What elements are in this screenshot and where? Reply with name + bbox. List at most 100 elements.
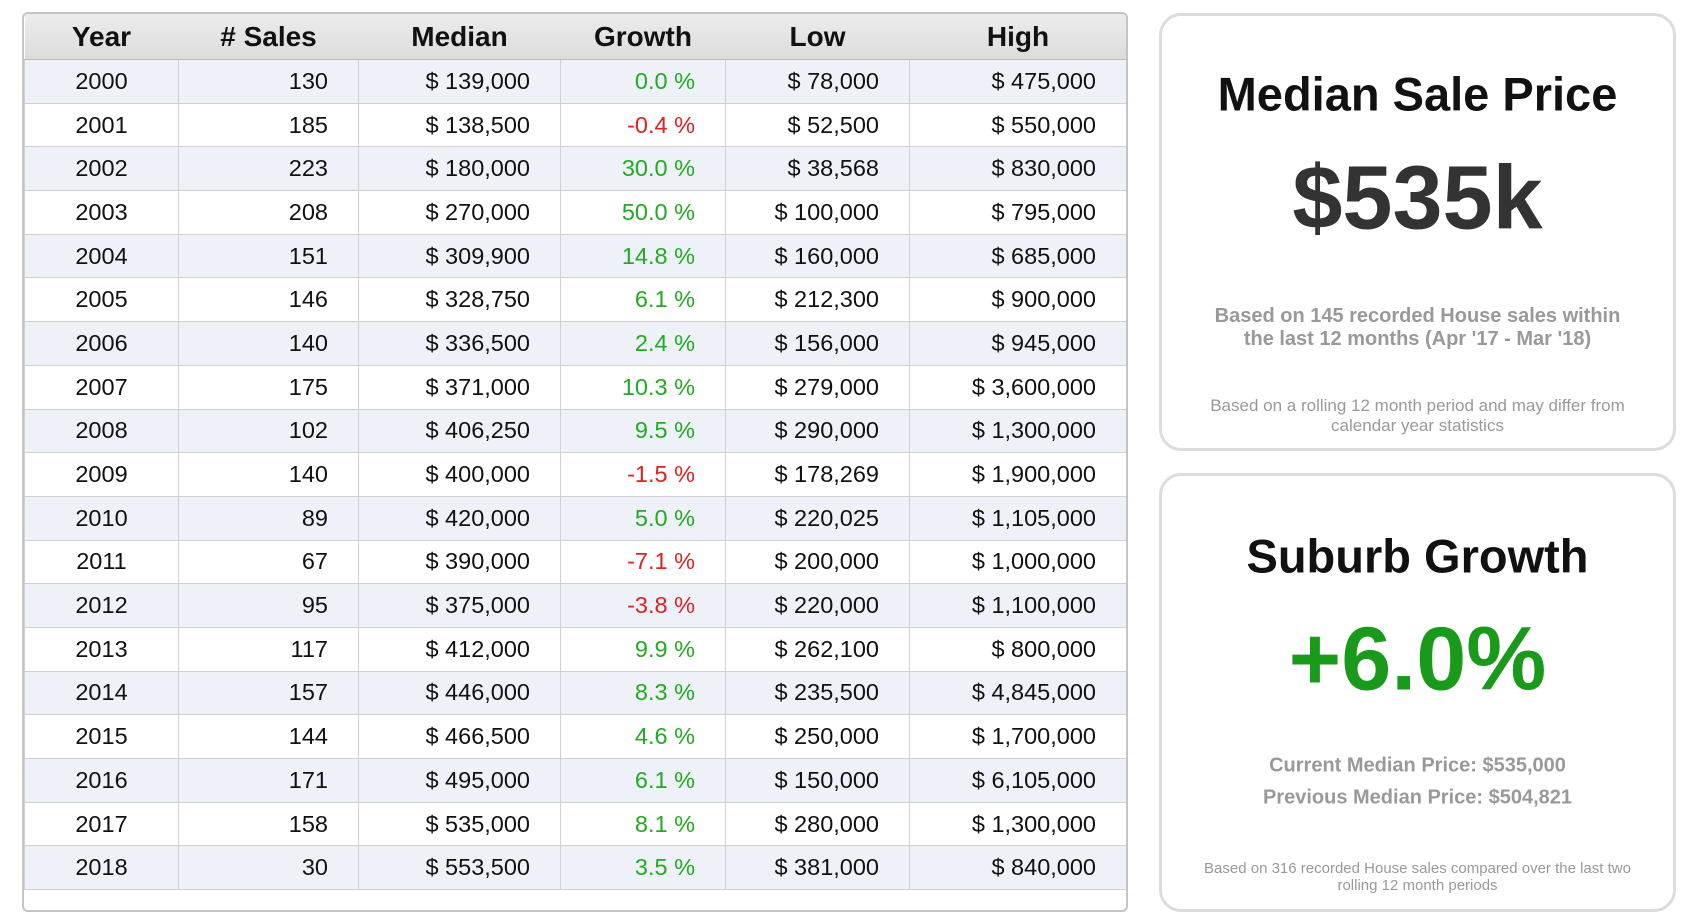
table-cell: 5.0 %	[560, 496, 726, 541]
table-row: 2016 171 $ 495,000 6.1 % $ 150,000 $ 6,105,00…	[24, 758, 1126, 803]
table-row: 2003 208 $ 270,000 50.0 % $ 100,000 $ 795,000	[24, 190, 1126, 235]
column-header: Median	[358, 14, 561, 60]
card-title: Median Sale Price	[1217, 67, 1618, 121]
table-cell: $ 830,000	[909, 146, 1126, 192]
table-cell: 2.4 %	[560, 321, 726, 366]
card-title: Suburb Growth	[1246, 529, 1589, 583]
table-cell: 2005	[24, 277, 179, 323]
table-cell: $ 412,000	[358, 627, 561, 672]
table-cell: $ 685,000	[909, 234, 1126, 279]
table-cell: 0.0 %	[560, 59, 726, 104]
table-row: 2005 146 $ 328,750 6.1 % $ 212,300 $ 900,000	[24, 277, 1126, 323]
table-cell: $ 371,000	[358, 365, 561, 410]
table-cell: $ 160,000	[725, 234, 910, 279]
table-cell: 2011	[24, 540, 179, 585]
table-cell: 208	[178, 190, 359, 235]
table-cell: $ 390,000	[358, 540, 561, 585]
table-cell: $ 200,000	[725, 540, 910, 585]
table-row: 2017 158 $ 535,000 8.1 % $ 280,000 $ 1,300,00…	[24, 802, 1126, 847]
table-body: 2000 130 $ 139,000 0.0 % $ 78,000 $ 475,000 20…	[24, 59, 1126, 891]
table-cell: $ 279,000	[725, 365, 910, 410]
table-cell: $ 78,000	[725, 59, 910, 104]
table-row: 2002 223 $ 180,000 30.0 % $ 38,568 $ 830,000	[24, 146, 1126, 192]
table-cell: 117	[178, 627, 359, 672]
table-cell: $ 290,000	[725, 409, 910, 454]
table-cell: 50.0 %	[560, 190, 726, 235]
table-cell: 223	[178, 146, 359, 192]
table-cell: $ 535,000	[358, 802, 561, 847]
table-cell: 2003	[24, 190, 179, 235]
table-cell: 151	[178, 234, 359, 279]
table-cell: 8.3 %	[560, 671, 726, 716]
table-cell: 2009	[24, 452, 179, 497]
table-cell: $ 1,900,000	[909, 452, 1126, 497]
table-cell: 30	[178, 845, 359, 891]
table-row: 2008 102 $ 406,250 9.5 % $ 290,000 $ 1,300,00…	[24, 409, 1126, 454]
table-row: 2011 67 $ 390,000 -7.1 % $ 200,000 $ 1,000,00…	[24, 540, 1126, 585]
table-cell: 2014	[24, 671, 179, 716]
table-cell: 9.9 %	[560, 627, 726, 672]
table-cell: 130	[178, 59, 359, 104]
table-cell: $ 139,000	[358, 59, 561, 104]
median-card: Median Sale Price $535k Based on 145 rec…	[1159, 13, 1676, 451]
table-cell: $ 4,845,000	[909, 671, 1126, 716]
table-cell: 2000	[24, 59, 179, 104]
previous-price: Previous Median Price: $504,821	[1262, 786, 1573, 809]
table-row: 2014 157 $ 446,000 8.3 % $ 235,500 $ 4,845,00…	[24, 671, 1126, 716]
table-cell: $ 381,000	[725, 845, 910, 891]
table-row: 2001 185 $ 138,500 -0.4 % $ 52,500 $ 550,000	[24, 103, 1126, 148]
table-cell: 2013	[24, 627, 179, 672]
table-cell: $ 1,300,000	[909, 409, 1126, 454]
table-cell: 2017	[24, 802, 179, 847]
table-cell: $ 336,500	[358, 321, 561, 366]
table-cell: $ 156,000	[725, 321, 910, 366]
table-cell: 67	[178, 540, 359, 585]
table-cell: $ 1,000,000	[909, 540, 1126, 585]
table-cell: 157	[178, 671, 359, 716]
table-cell: $ 212,300	[725, 277, 910, 323]
table-cell: $ 250,000	[725, 714, 910, 759]
header-row: Year # Sales Median Growth Low High	[24, 14, 1126, 60]
table-cell: $ 138,500	[358, 103, 561, 148]
table-cell: 3.5 %	[560, 845, 726, 891]
table-row: 2015 144 $ 466,500 4.6 % $ 250,000 $ 1,700,00…	[24, 714, 1126, 759]
card-value: $535k	[1292, 148, 1543, 249]
table-cell: $ 553,500	[358, 845, 561, 891]
table-cell: $ 38,568	[725, 146, 910, 192]
column-header: Growth	[560, 14, 726, 60]
table-cell: $ 150,000	[725, 758, 910, 803]
table-row: 2009 140 $ 400,000 -1.5 % $ 178,269 $ 1,900,0…	[24, 452, 1126, 497]
table-cell: $ 220,025	[725, 496, 910, 541]
table-cell: $ 6,105,000	[909, 758, 1126, 803]
table-cell: $ 220,000	[725, 583, 910, 628]
table-cell: $ 900,000	[909, 277, 1126, 323]
table-cell: 2001	[24, 103, 179, 148]
column-header: # Sales	[178, 14, 359, 60]
table-cell: 158	[178, 802, 359, 847]
table-cell: $ 1,100,000	[909, 583, 1126, 628]
table-cell: 2007	[24, 365, 179, 410]
table-cell: $ 420,000	[358, 496, 561, 541]
table-row: 2012 95 $ 375,000 -3.8 % $ 220,000 $ 1,100,00…	[24, 583, 1126, 628]
table-cell: 140	[178, 452, 359, 497]
table-cell: $ 100,000	[725, 190, 910, 235]
table-row: 2010 89 $ 420,000 5.0 % $ 220,025 $ 1,105,000	[24, 496, 1126, 541]
table-cell: $ 495,000	[358, 758, 561, 803]
sales-table: Year # Sales Median Growth Low High 2000 130 $ …	[24, 14, 1126, 891]
table-cell: -7.1 %	[560, 540, 726, 585]
table-cell: 2010	[24, 496, 179, 541]
table-cell: $ 178,269	[725, 452, 910, 497]
growth-card: Suburb Growth +6.0% Current Median Price…	[1159, 473, 1676, 912]
table-cell: 2015	[24, 714, 179, 759]
table-cell: 10.3 %	[560, 365, 726, 410]
table-cell: 2016	[24, 758, 179, 803]
table-cell: $ 328,750	[358, 277, 561, 323]
table-cell: $ 1,300,000	[909, 802, 1126, 847]
sales-table-panel: Year # Sales Median Growth Low High 2000 130 $ …	[22, 12, 1128, 912]
table-cell: 2002	[24, 146, 179, 192]
table-cell: $ 3,600,000	[909, 365, 1126, 410]
card-note: Based on 145 recorded House sales within…	[1214, 305, 1621, 350]
card-footnote: Based on a rolling 12 month period and m…	[1210, 396, 1625, 435]
table-cell: 2008	[24, 409, 179, 454]
